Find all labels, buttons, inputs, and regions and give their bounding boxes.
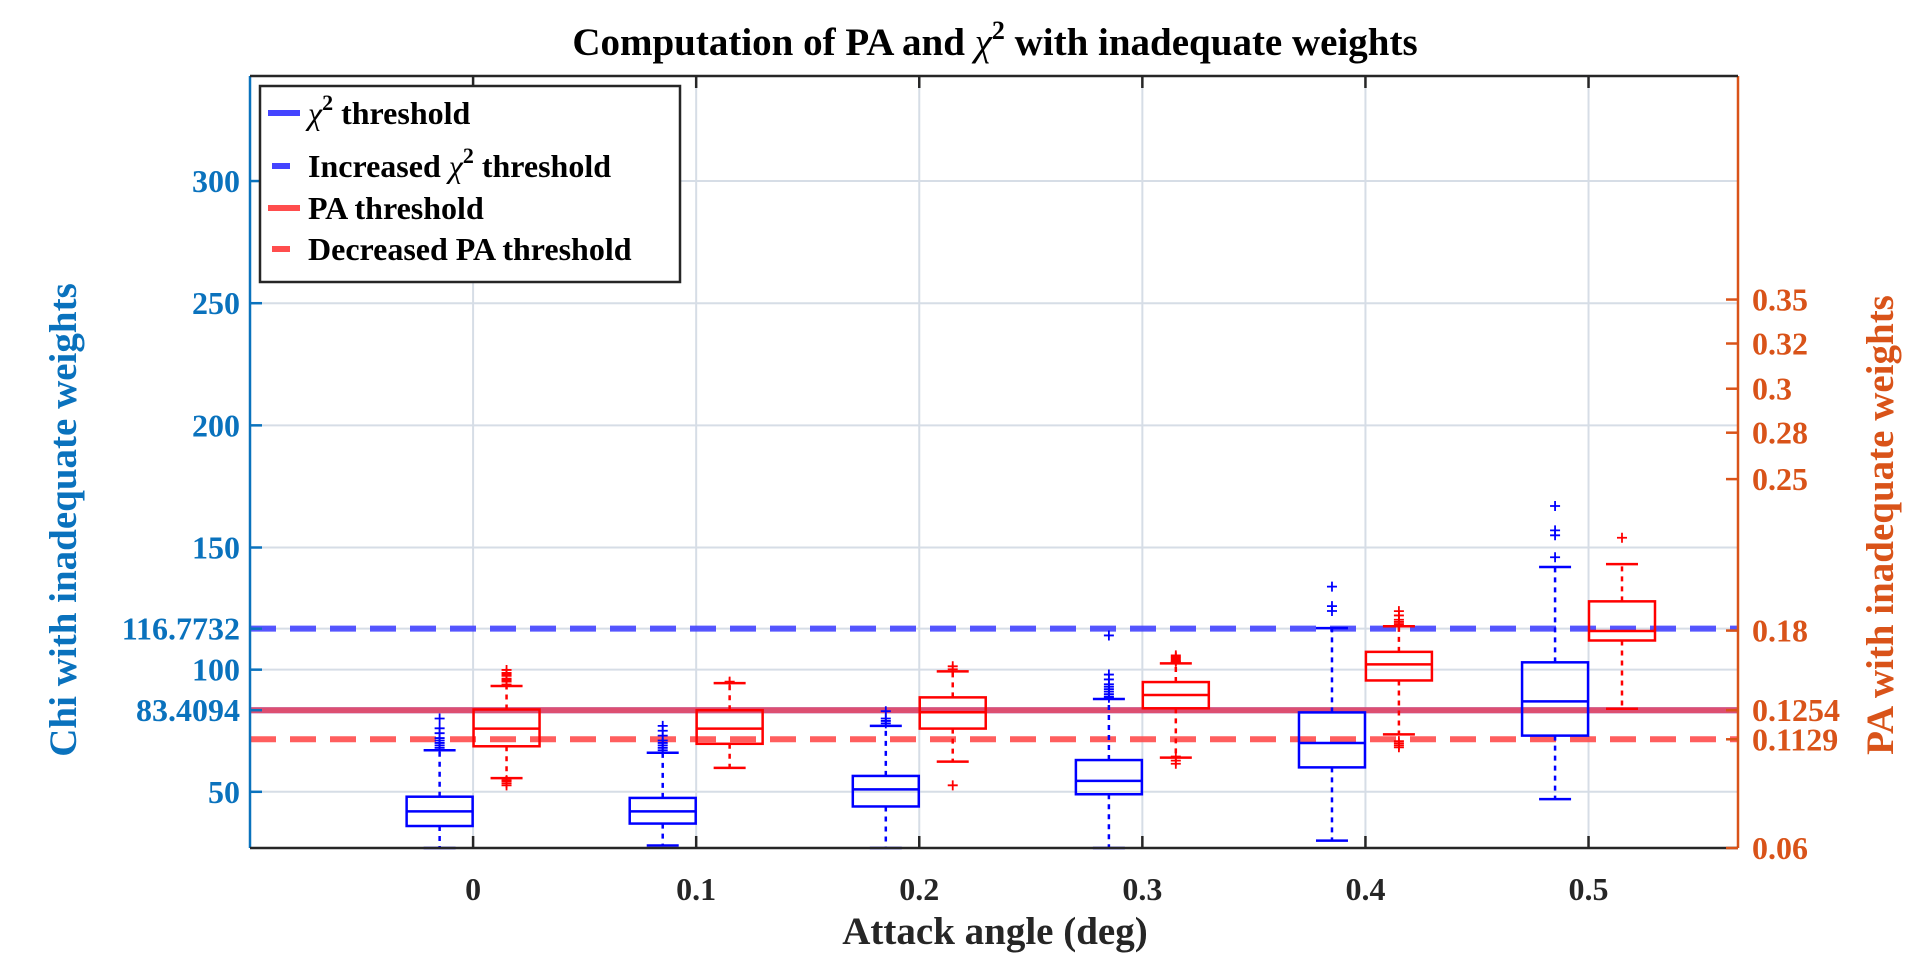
box-chi-0.1 <box>628 720 697 847</box>
outlier-point <box>1393 606 1404 617</box>
left-y-tick-label: 300 <box>192 163 240 199</box>
right-y-tick-label: 0.35 <box>1752 282 1808 318</box>
x-tick-label: 0.5 <box>1569 871 1609 907</box>
box-iqr <box>1520 661 1590 737</box>
outlier-point <box>947 780 958 791</box>
box-chi-0.4 <box>1297 581 1367 842</box>
right-y-axis-label: PA with inadequate weights <box>1859 295 1902 755</box>
outlier-point <box>1170 650 1181 661</box>
right-y-tick-label: 0.1254 <box>1752 692 1840 728</box>
x-axis-label: Attack angle (deg) <box>842 910 1147 953</box>
x-tick-label: 0.1 <box>676 871 716 907</box>
box-iqr <box>1364 650 1434 682</box>
left-y-tick-label: 200 <box>192 407 240 443</box>
legend-label: χ2 threshold <box>305 90 471 131</box>
x-tick-label: 0.2 <box>899 871 939 907</box>
right-y-tick-label: 0.25 <box>1752 461 1808 497</box>
left-y-tick-label: 83.4094 <box>136 692 240 728</box>
outlier-point <box>947 661 958 672</box>
right-y-tick-label: 0.06 <box>1752 830 1808 866</box>
box-pa-0.4 <box>1364 606 1434 753</box>
left-y-tick-label: 50 <box>208 774 240 810</box>
outlier-point <box>501 776 512 787</box>
right-y-tick-label: 0.28 <box>1752 415 1808 451</box>
outlier-point <box>1616 532 1627 543</box>
outlier-point <box>657 720 668 731</box>
outlier-point <box>1393 736 1404 747</box>
outlier-point <box>434 723 445 734</box>
right-y-tick-label: 0.32 <box>1752 326 1808 362</box>
box-chi-0.2 <box>851 706 921 850</box>
box-iqr <box>851 774 921 808</box>
box-plots <box>405 500 1657 850</box>
box-iqr <box>1074 758 1144 796</box>
legend-label: PA threshold <box>308 190 484 226</box>
left-y-tick-label: 116.7732 <box>122 611 240 647</box>
right-y-tick-label: 0.18 <box>1752 613 1808 649</box>
outlier-point <box>501 664 512 675</box>
outlier-point <box>724 676 735 687</box>
x-tick-label: 0 <box>465 871 481 907</box>
threshold-lines <box>250 625 1738 743</box>
x-tick-label: 0.3 <box>1122 871 1162 907</box>
legend-label: Increased χ2 threshold <box>308 143 611 184</box>
axes: 0 0.1 0.2 0.3 0.4 0.5 50 100 150 200 250 300 83.4094… <box>122 74 1840 907</box>
outlier-point <box>880 706 891 717</box>
right-y-tick-label: 0.1129 <box>1752 721 1838 757</box>
chart-title: Computation of PA and χ2 with inadequate… <box>572 16 1417 64</box>
box-pa-0.3 <box>1141 650 1211 769</box>
box-iqr <box>1587 600 1657 642</box>
outlier-point <box>1550 500 1561 511</box>
box-pa-0 <box>472 664 541 791</box>
right-y-tick-label: 0.3 <box>1752 371 1792 407</box>
outlier-point <box>1550 525 1561 536</box>
box-pa-0.2 <box>918 661 987 791</box>
box-chi-0.5 <box>1520 500 1590 801</box>
outlier-point <box>1550 552 1561 563</box>
outlier-point <box>1103 630 1114 641</box>
box-pa-0.5 <box>1587 532 1657 711</box>
axis-labels: Computation of PA and χ2 with inadequate… <box>42 16 1902 953</box>
legend-label: Decreased PA threshold <box>308 231 632 267</box>
box-iqr <box>695 708 764 746</box>
outlier-point <box>434 713 445 724</box>
left-y-axis-label: Chi with inadequate weights <box>42 283 85 756</box>
left-y-tick-label: 100 <box>192 652 240 688</box>
outlier-point <box>1326 581 1337 592</box>
legend-box <box>258 84 682 284</box>
outlier-point <box>1170 751 1181 762</box>
outlier-point <box>1326 601 1337 612</box>
box-iqr <box>1297 711 1367 769</box>
box-pa-0.1 <box>695 676 764 770</box>
legend: χ2 threshold Increased χ2 threshold PA thr… <box>258 84 682 284</box>
outlier-point <box>1103 669 1114 680</box>
left-y-tick-label: 150 <box>192 530 240 566</box>
box-chi-0.3 <box>1074 630 1144 850</box>
left-y-tick-label: 250 <box>192 285 240 321</box>
x-tick-label: 0.4 <box>1345 871 1385 907</box>
box-chi-0 <box>405 713 474 850</box>
